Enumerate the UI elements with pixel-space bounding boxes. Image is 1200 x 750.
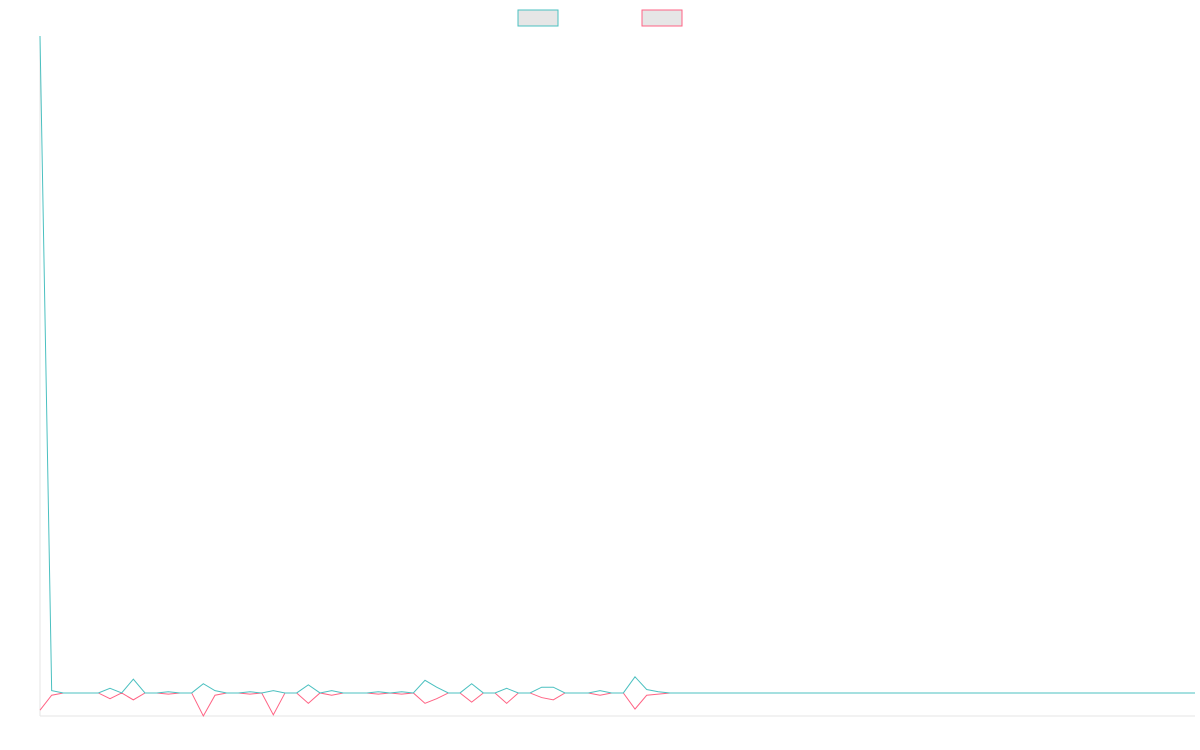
legend-swatch <box>641 9 683 27</box>
line-series <box>39 35 1195 694</box>
line-series <box>39 692 1195 718</box>
legend-swatch <box>517 9 559 27</box>
